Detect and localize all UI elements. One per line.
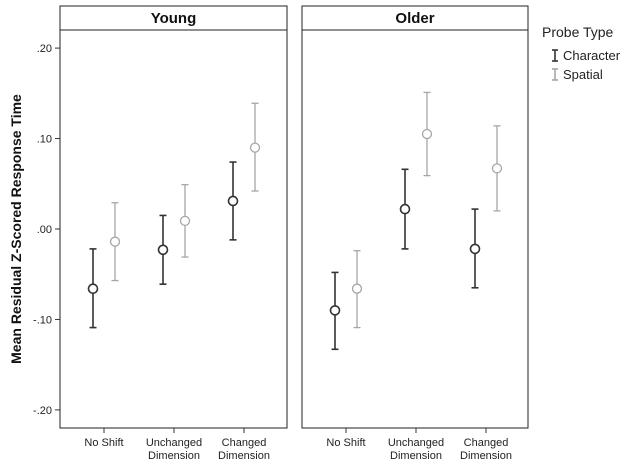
y-tick-label: .00 <box>37 224 52 236</box>
x-tick-label: Unchanged <box>146 437 202 449</box>
mean-point-spatial <box>491 163 503 174</box>
legend-label-character: Character <box>563 48 621 63</box>
y-tick-label: -.10 <box>33 314 52 326</box>
panel-frame <box>59 29 288 429</box>
y-axis-label: Mean Residual Z-Scored Response Time <box>8 94 24 364</box>
x-tick-label-line2: Dimension <box>218 450 270 462</box>
y-tick-label: .20 <box>37 43 52 55</box>
panel-title-strip <box>59 5 288 31</box>
legend-label-spatial: Spatial <box>563 67 603 82</box>
x-tick-label-line2: Dimension <box>148 450 200 462</box>
x-tick-label-line2: Dimension <box>390 450 442 462</box>
panel-title-strip <box>301 5 529 31</box>
x-tick-label: Unchanged <box>388 437 444 449</box>
mean-point-character <box>227 195 239 207</box>
mean-point-spatial <box>351 283 363 294</box>
x-tick-label-line2: Dimension <box>460 450 512 462</box>
mean-point-spatial <box>109 236 121 247</box>
x-tick-label: No Shift <box>326 437 365 449</box>
y-tick-label: -.20 <box>33 405 52 417</box>
mean-point-spatial <box>249 142 261 153</box>
mean-point-character <box>87 283 99 295</box>
mean-point-character <box>329 305 341 316</box>
x-tick-label: Changed <box>222 437 267 449</box>
x-tick-label: Changed <box>464 437 509 449</box>
panel-frame <box>301 29 529 429</box>
mean-point-character <box>157 244 169 256</box>
mean-point-character <box>399 203 411 215</box>
x-tick-label: No Shift <box>84 437 123 449</box>
y-tick-label: .10 <box>37 134 52 146</box>
panel-title: Young <box>151 10 197 27</box>
legend-title: Probe Type <box>542 24 614 40</box>
mean-point-spatial <box>421 128 433 140</box>
panel-title: Older <box>395 10 434 27</box>
mean-point-character <box>469 243 481 255</box>
mean-point-spatial <box>179 215 191 227</box>
